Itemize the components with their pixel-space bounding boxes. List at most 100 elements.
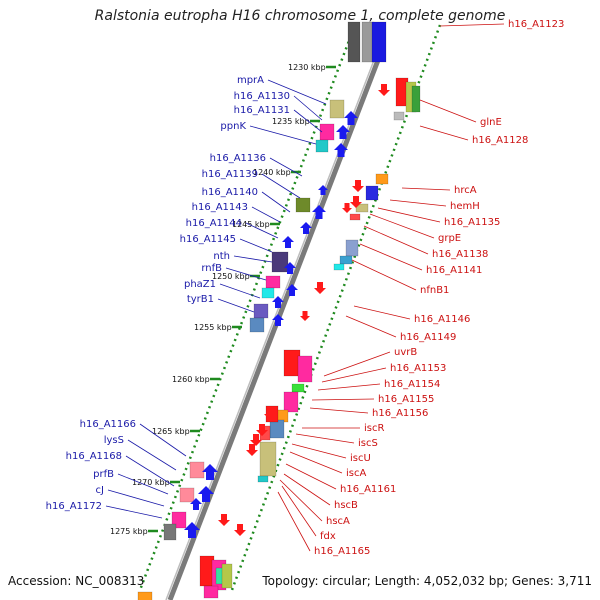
- gene-label-left[interactable]: phaZ1: [184, 279, 216, 290]
- left-label-leader: [269, 157, 303, 177]
- gene-label-left[interactable]: h16_A1166: [80, 419, 136, 430]
- gene-label-right[interactable]: iscU: [350, 453, 371, 464]
- gene-label-right[interactable]: h16_A1154: [384, 379, 440, 390]
- gene-label-right[interactable]: hemH: [450, 201, 480, 212]
- right-label-leader: [377, 207, 441, 223]
- gene-label-right[interactable]: h16_A1153: [390, 363, 446, 374]
- gene-label-left[interactable]: h16_A1130: [234, 91, 290, 102]
- gene-label-left[interactable]: h16_A1139: [202, 169, 258, 180]
- strand-arrow: [284, 262, 296, 274]
- left-label-leader: [245, 222, 279, 239]
- outer-scale-track: [230, 24, 442, 591]
- strand-arrow: [318, 185, 328, 195]
- strand-arrow: [272, 314, 284, 326]
- strand-arrow: [256, 424, 268, 436]
- gene-label-right[interactable]: h16_A1161: [340, 484, 396, 495]
- right-label-leader: [439, 23, 505, 27]
- gene-label-right[interactable]: iscS: [358, 438, 378, 449]
- gene-label-left[interactable]: ppnK: [220, 121, 246, 132]
- gene-block: [283, 349, 301, 377]
- gene-label-right[interactable]: h16_A1138: [432, 249, 488, 260]
- gene-label-right[interactable]: h16_A1149: [400, 332, 456, 343]
- kbp-tick-label: 1250 kbp: [212, 272, 250, 281]
- gene-label-right[interactable]: h16_A1156: [372, 408, 428, 419]
- gene-label-left[interactable]: cJ: [96, 485, 104, 496]
- strand-arrow: [190, 498, 202, 510]
- strand-arrow: [184, 522, 200, 538]
- right-label-leader: [353, 305, 411, 320]
- gene-label-left[interactable]: h16_A1131: [234, 105, 290, 116]
- gene-block: [365, 185, 379, 201]
- gene-label-right[interactable]: h16_A1135: [444, 217, 500, 228]
- gene-label-right[interactable]: h16_A1141: [426, 265, 482, 276]
- gene-block: [329, 99, 345, 119]
- gene-label-left[interactable]: lysS: [104, 435, 124, 446]
- left-label-leader: [219, 283, 261, 299]
- right-label-leader: [311, 398, 375, 401]
- gene-label-right[interactable]: h16_A1155: [378, 394, 434, 405]
- strand-arrow: [198, 486, 214, 502]
- gene-label-left[interactable]: rnfB: [201, 263, 222, 274]
- kbp-tick-label: 1265 kbp: [152, 427, 190, 436]
- gene-block: [265, 275, 281, 289]
- gene-label-right[interactable]: h16_A1146: [414, 314, 470, 325]
- gene-block: [291, 383, 305, 393]
- gene-label-right[interactable]: hscA: [326, 516, 350, 527]
- gene-label-right[interactable]: glnE: [480, 117, 502, 128]
- left-label-leader: [217, 298, 255, 313]
- strand-arrow: [352, 180, 364, 192]
- right-label-leader: [323, 351, 391, 377]
- accession-text: Accession: NC_008313: [8, 574, 145, 588]
- gene-block: [261, 287, 275, 299]
- strand-arrow: [234, 524, 246, 536]
- strand-arrow: [272, 296, 284, 308]
- gene-label-left[interactable]: h16_A1172: [46, 501, 102, 512]
- right-label-leader: [309, 407, 369, 414]
- strand-arrow: [336, 125, 350, 139]
- strand-arrow: [334, 143, 348, 157]
- map-title: Ralstonia eutropha H16 chromosome 1, com…: [94, 8, 506, 24]
- gene-label-right[interactable]: iscA: [346, 468, 366, 479]
- gene-label-right[interactable]: grpE: [438, 233, 461, 244]
- gene-label-right[interactable]: hscB: [334, 500, 358, 511]
- gene-label-right[interactable]: iscR: [364, 423, 384, 434]
- gene-block: [339, 255, 353, 265]
- left-label-leader: [251, 206, 281, 223]
- gene-label-right[interactable]: fdx: [320, 531, 336, 542]
- gene-block: [345, 239, 359, 257]
- gene-label-right[interactable]: h16_A1123: [508, 19, 564, 30]
- strand-arrow: [300, 222, 312, 234]
- gene-label-right[interactable]: h16_A1128: [472, 135, 528, 146]
- kbp-tick-label: 1240 kbp: [253, 168, 291, 177]
- right-label-leader: [291, 443, 347, 459]
- gene-label-left[interactable]: mprA: [237, 75, 264, 86]
- gene-label-left[interactable]: prfB: [93, 469, 114, 480]
- left-label-leader: [249, 125, 317, 145]
- gene-label-left[interactable]: h16_A1144: [186, 218, 242, 229]
- gene-block: [295, 197, 311, 213]
- gene-label-right[interactable]: uvrB: [394, 347, 417, 358]
- left-label-leader: [293, 109, 323, 133]
- gene-labels: mprA h16_A1130 h16_A1131 ppnK h16_A1136 h16_A…: [46, 19, 565, 557]
- gene-label-right[interactable]: h16_A1165: [314, 546, 370, 557]
- gene-block: [393, 111, 405, 121]
- gene-label-left[interactable]: h16_A1136: [210, 153, 266, 164]
- left-label-leader: [239, 238, 273, 253]
- gene-label-left[interactable]: h16_A1140: [202, 187, 258, 198]
- right-label-leader: [363, 225, 429, 255]
- gene-label-left[interactable]: h16_A1168: [66, 451, 122, 462]
- gene-block: [257, 475, 269, 483]
- gene-label-left[interactable]: h16_A1143: [192, 202, 248, 213]
- kbp-tick-label: 1230 kbp: [288, 63, 326, 72]
- gene-label-left[interactable]: nth: [213, 251, 230, 262]
- gene-label-left[interactable]: tyrB1: [187, 294, 214, 305]
- strand-arrow: [282, 236, 294, 248]
- gene-block: [315, 139, 329, 153]
- gene-label-right[interactable]: hrcA: [454, 185, 477, 196]
- gene-label-left[interactable]: h16_A1145: [180, 234, 236, 245]
- kbp-tick-label: 1270 kbp: [132, 478, 170, 487]
- right-label-leader: [281, 485, 317, 537]
- left-label-leader: [127, 439, 177, 471]
- gene-block: [347, 21, 361, 63]
- gene-label-right[interactable]: nfnB1: [420, 285, 449, 296]
